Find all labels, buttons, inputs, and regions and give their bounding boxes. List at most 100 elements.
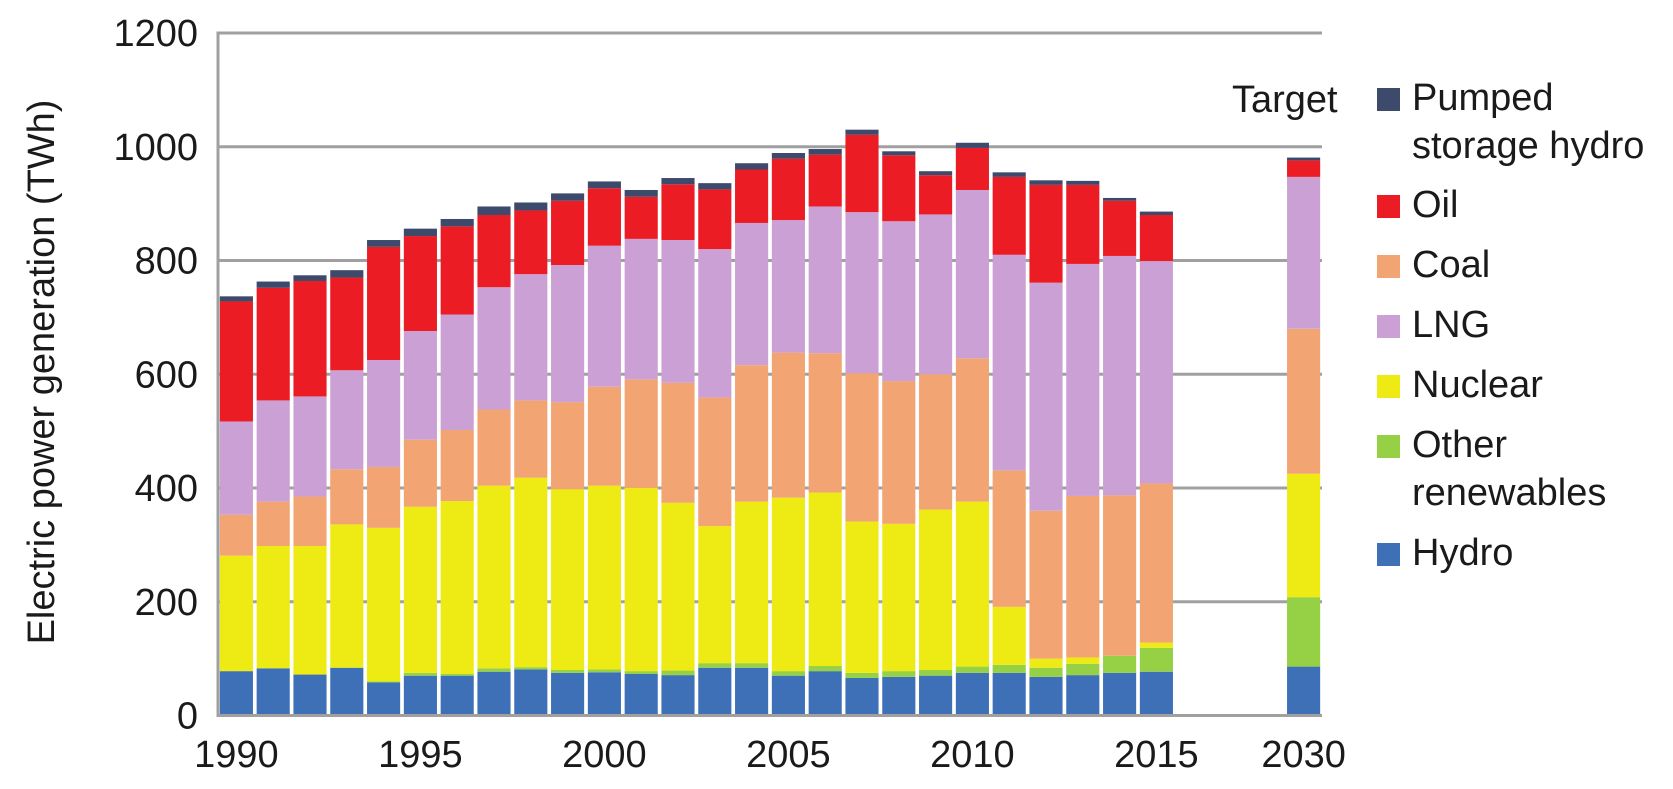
bar-stack-2013 <box>1066 180 1100 716</box>
bar-nuclear-1996 <box>440 501 474 674</box>
bar-stack-2006 <box>808 149 842 716</box>
bar-pumped-storage-hydro-2003 <box>698 183 732 190</box>
bar-other-renewables-2010 <box>955 666 989 673</box>
bar-coal-2007 <box>845 373 879 522</box>
bar-hydro-2000 <box>587 672 621 716</box>
bar-other-renewables-2030 <box>1287 597 1321 667</box>
bar-coal-2001 <box>624 379 658 488</box>
bar-hydro-2013 <box>1066 675 1100 716</box>
x-tick-label-1990: 1990 <box>194 734 279 776</box>
bar-hydro-1992 <box>293 674 327 716</box>
bar-stack-2007 <box>845 129 879 716</box>
bar-stack-2015 <box>1139 211 1173 716</box>
bar-stack-1993 <box>330 270 364 716</box>
bar-hydro-2003 <box>698 667 732 716</box>
bar-nuclear-1992 <box>293 546 327 675</box>
bar-oil-2004 <box>735 169 769 223</box>
bar-lng-2000 <box>587 245 621 387</box>
bar-pumped-storage-hydro-2001 <box>624 189 658 197</box>
bar-pumped-storage-hydro-2010 <box>955 142 989 148</box>
legend-swatch-hydro <box>1377 543 1400 566</box>
bar-coal-1996 <box>440 429 474 502</box>
bar-oil-2009 <box>919 175 953 215</box>
bar-lng-2005 <box>771 220 805 353</box>
bar-hydro-2010 <box>955 672 989 716</box>
bar-lng-1999 <box>551 265 585 403</box>
y-tick-label-400: 400 <box>135 468 198 510</box>
bar-stack-2000 <box>587 181 621 716</box>
bar-oil-2008 <box>882 155 916 222</box>
bar-lng-1996 <box>440 314 474 430</box>
bar-stack-1994 <box>367 240 401 716</box>
bar-coal-2002 <box>661 382 695 503</box>
x-tick-label-2010: 2010 <box>930 734 1015 776</box>
bar-other-renewables-2015 <box>1139 647 1173 672</box>
bar-oil-2010 <box>955 147 989 190</box>
bar-hydro-2007 <box>845 677 879 716</box>
bar-other-renewables-2011 <box>992 664 1026 673</box>
bar-lng-1991 <box>256 400 290 502</box>
bar-stack-1998 <box>514 202 548 716</box>
bar-oil-2012 <box>1029 184 1063 283</box>
bar-oil-1993 <box>330 277 364 371</box>
y-tick-labels: 0 200 400 600 800 1000 1200 <box>113 13 198 738</box>
bar-pumped-storage-hydro-2005 <box>771 153 805 159</box>
bar-other-renewables-2008 <box>882 671 916 677</box>
bar-stack-2002 <box>661 178 695 716</box>
bar-oil-1994 <box>367 246 401 361</box>
bar-hydro-2012 <box>1029 676 1063 716</box>
bar-hydro-1999 <box>551 672 585 716</box>
x-tick-label-2030: 2030 <box>1261 734 1346 776</box>
bar-pumped-storage-hydro-2013 <box>1066 180 1100 185</box>
bar-nuclear-2011 <box>992 606 1026 665</box>
bar-hydro-1990 <box>219 671 253 716</box>
bar-lng-1998 <box>514 274 548 401</box>
bar-pumped-storage-hydro-2014 <box>1103 197 1137 201</box>
y-tick-label-0: 0 <box>177 696 198 738</box>
bar-hydro-2004 <box>735 667 769 716</box>
bar-hydro-2011 <box>992 672 1026 716</box>
bar-other-renewables-2006 <box>808 666 842 672</box>
bar-pumped-storage-hydro-2002 <box>661 178 695 185</box>
x-tick-label-1995: 1995 <box>378 734 463 776</box>
bar-oil-2000 <box>587 188 621 246</box>
bar-stack-1991 <box>256 281 290 716</box>
bar-lng-2007 <box>845 212 879 374</box>
bar-lng-2015 <box>1139 261 1173 484</box>
bar-oil-1999 <box>551 200 585 266</box>
bar-pumped-storage-hydro-2007 <box>845 129 879 135</box>
bar-stack-2011 <box>992 172 1026 716</box>
bar-nuclear-2004 <box>735 501 769 664</box>
legend-label: Hydro <box>1412 532 1514 574</box>
legend-item-lng: LNG <box>1377 301 1667 361</box>
bar-pumped-storage-hydro-1997 <box>477 206 511 215</box>
bar-nuclear-1990 <box>219 555 253 672</box>
bar-lng-2014 <box>1103 255 1137 496</box>
bar-stack-2014 <box>1103 197 1137 716</box>
bar-nuclear-2001 <box>624 488 658 672</box>
legend-label: LNG <box>1412 304 1491 346</box>
bar-coal-1994 <box>367 466 401 528</box>
bar-coal-1992 <box>293 496 327 547</box>
bar-other-renewables-1994 <box>367 681 401 683</box>
legend-item-other-renewables: Other renewables <box>1377 421 1667 529</box>
bar-pumped-storage-hydro-2000 <box>587 181 621 189</box>
bar-other-renewables-2000 <box>587 669 621 673</box>
bar-coal-2000 <box>587 386 621 486</box>
bar-lng-1995 <box>403 331 437 440</box>
bar-nuclear-2006 <box>808 492 842 667</box>
bar-lng-2011 <box>992 254 1026 471</box>
bar-pumped-storage-hydro-2004 <box>735 163 769 170</box>
axes <box>216 31 1322 717</box>
bar-stack-1999 <box>551 193 585 716</box>
bar-oil-2030 <box>1287 160 1321 177</box>
x-tick-label-2000: 2000 <box>562 734 647 776</box>
y-tick-label-1200: 1200 <box>113 13 198 55</box>
bar-nuclear-2000 <box>587 485 621 670</box>
legend-item-nuclear: Nuclear <box>1377 361 1667 421</box>
bar-stack-1992 <box>293 275 327 716</box>
bar-lng-2012 <box>1029 282 1063 511</box>
bar-coal-2015 <box>1139 483 1173 643</box>
bar-other-renewables-1996 <box>440 673 474 676</box>
legend-item-pumped-storage-hydro: Pumped storage hydro <box>1377 74 1667 181</box>
